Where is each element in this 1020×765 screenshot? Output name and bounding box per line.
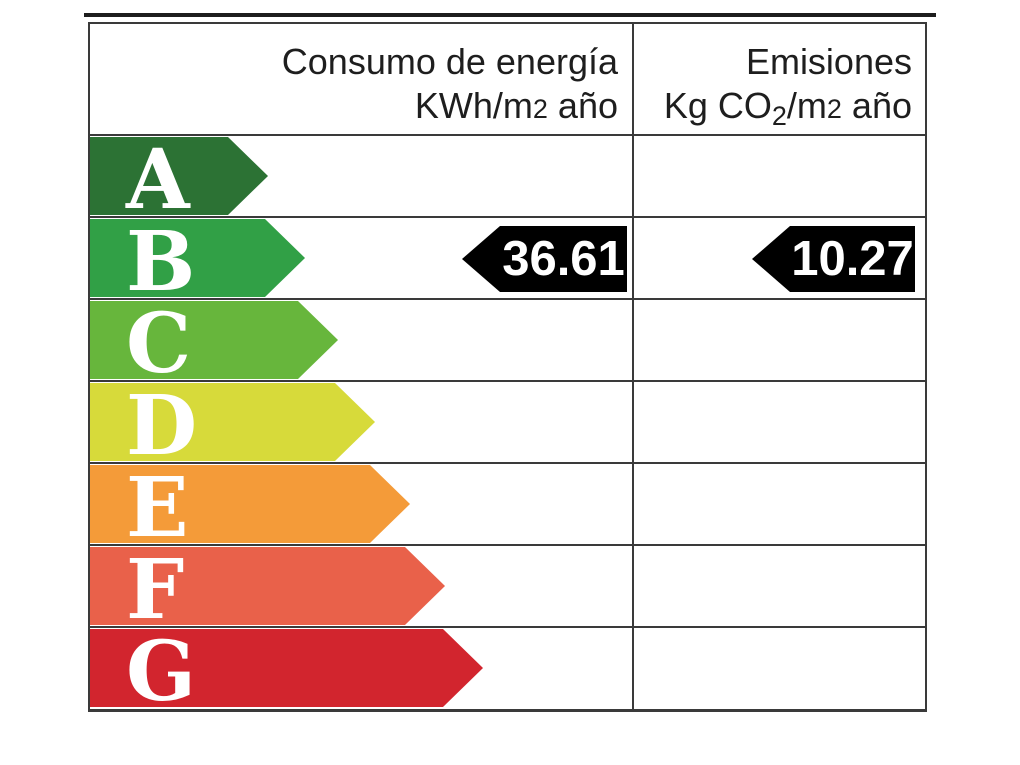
rating-bar-e: E — [90, 465, 410, 549]
emissions-value-arrow: 10.27 — [752, 226, 915, 292]
rating-letter: D — [126, 378, 198, 474]
rating-row-a: A — [90, 136, 925, 221]
rating-bar-g: G — [90, 629, 483, 713]
emissions-unit: Kg CO2/m2 año — [638, 84, 912, 138]
emissions-value: 10.27 — [791, 232, 914, 286]
consumption-value-arrow: 36.61 — [462, 226, 627, 292]
rating-row-g: G — [90, 628, 925, 713]
rating-rows: A B 36.61 10.27 C D E F G — [90, 136, 925, 713]
consumption-unit-text: KWh/m — [414, 85, 533, 126]
rating-bar-d: D — [90, 383, 375, 467]
emissions-unit-exponent: 2 — [826, 94, 842, 124]
consumption-unit: KWh/m2 año — [90, 84, 618, 131]
column-divider — [632, 546, 634, 626]
top-rule — [84, 13, 936, 17]
table-header: Consumo de energía KWh/m2 año Emisiones … — [90, 24, 925, 136]
rating-letter: G — [126, 624, 197, 720]
column-divider — [632, 136, 634, 216]
consumption-header-cell: Consumo de energía KWh/m2 año — [90, 24, 634, 134]
column-divider — [632, 628, 634, 710]
column-divider — [632, 382, 634, 462]
consumption-title: Consumo de energía — [281, 41, 618, 82]
rating-letter: B — [126, 214, 196, 310]
column-divider — [632, 218, 634, 298]
rating-letter: A — [126, 132, 190, 228]
emissions-unit-text: Kg CO — [663, 85, 772, 126]
emissions-unit-suffix: año — [841, 85, 912, 126]
rating-bar-f: F — [90, 547, 445, 631]
emissions-unit-subscript: 2 — [771, 101, 787, 131]
rating-row-d: D — [90, 382, 925, 467]
rating-letter: F — [126, 542, 185, 638]
rating-row-b: B 36.61 10.27 — [90, 218, 925, 303]
column-divider — [632, 300, 634, 380]
rating-row-f: F — [90, 546, 925, 631]
rating-bar-b: B — [90, 219, 305, 303]
rating-letter: C — [126, 296, 192, 392]
consumption-value: 36.61 — [502, 232, 625, 286]
rating-row-c: C — [90, 300, 925, 385]
column-divider — [632, 464, 634, 544]
rating-row-e: E — [90, 464, 925, 549]
rating-bar-c: C — [90, 301, 338, 385]
emissions-header-cell: Emisiones Kg CO2/m2 año — [634, 24, 925, 134]
emissions-title: Emisiones — [745, 41, 912, 82]
rating-table: Consumo de energía KWh/m2 año Emisiones … — [88, 22, 927, 713]
rating-letter: E — [126, 460, 189, 556]
emissions-unit-mid: /m — [786, 85, 827, 126]
rating-bar-a: A — [90, 137, 268, 221]
consumption-unit-exponent: 2 — [532, 94, 548, 124]
consumption-unit-suffix: año — [547, 85, 618, 126]
